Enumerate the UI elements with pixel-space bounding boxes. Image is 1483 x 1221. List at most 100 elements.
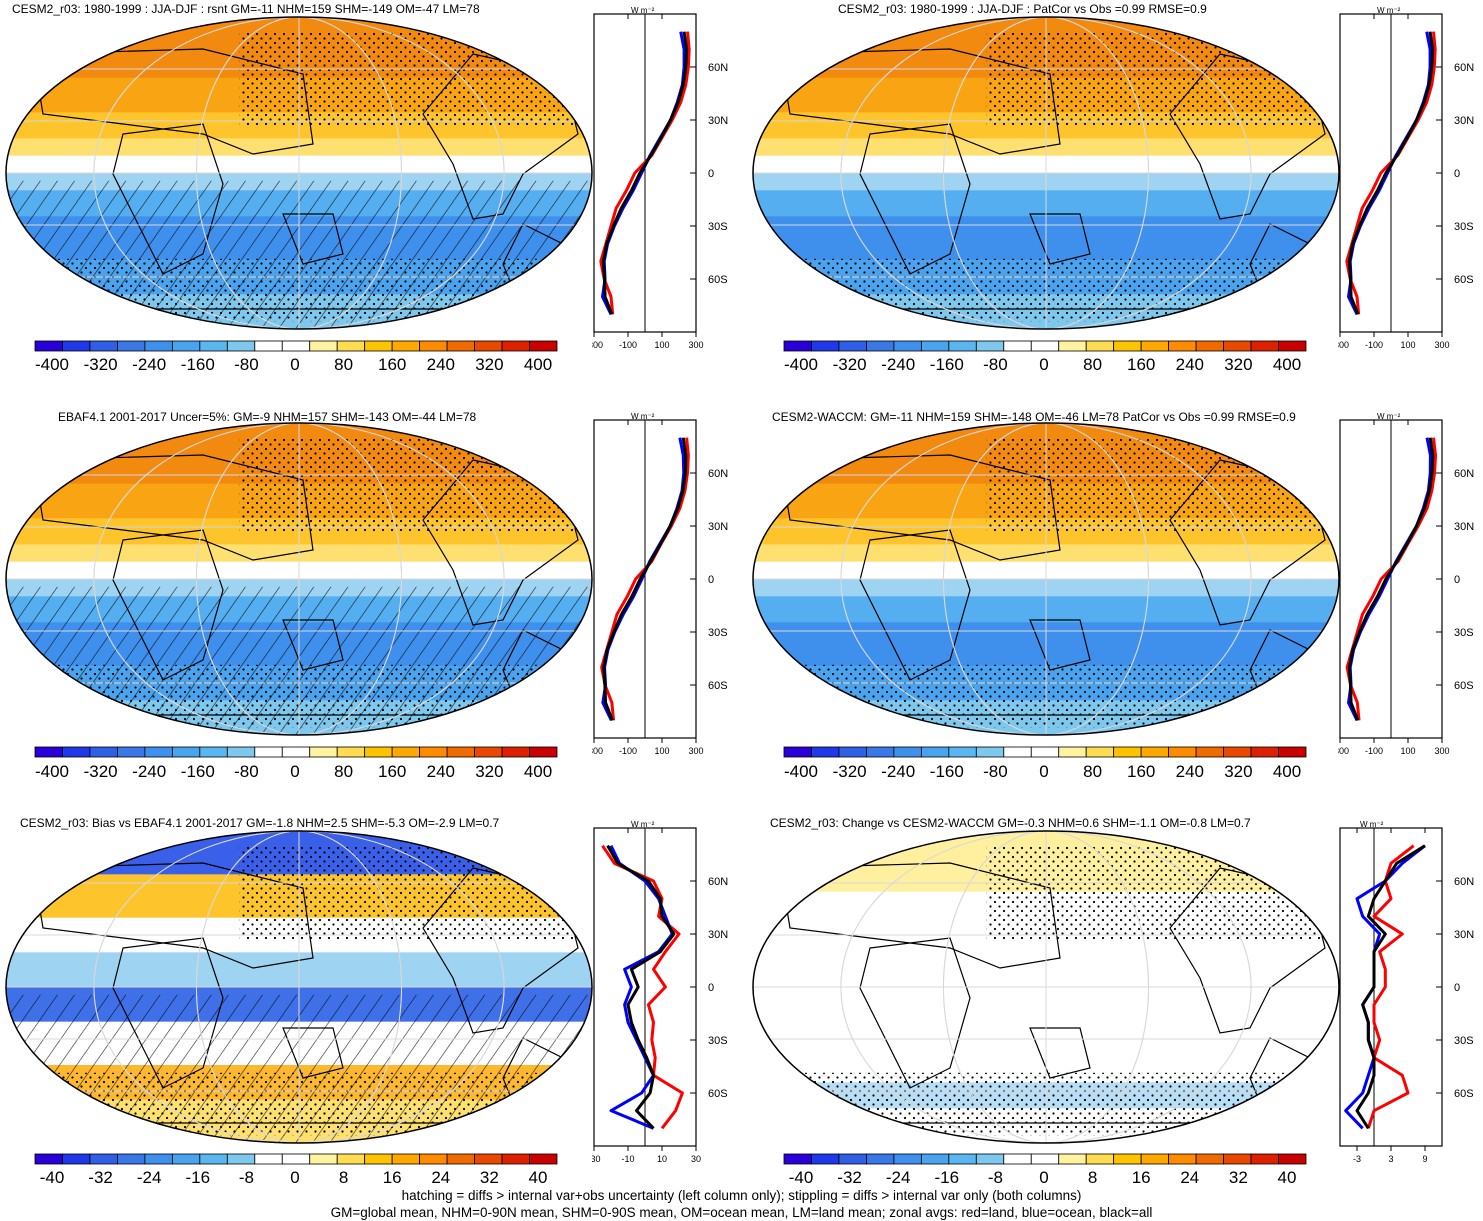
colorbar-swatch	[1223, 1153, 1252, 1165]
colorbar-swatch	[948, 1153, 977, 1165]
zonal-unit-label: W m⁻²	[631, 820, 655, 829]
zonal-ytick-label: 60N	[1454, 468, 1474, 480]
colorbar-swatch	[920, 340, 950, 352]
colorbar-swatch	[783, 746, 812, 758]
zonal-series-ocean	[601, 31, 686, 315]
colorbar-swatch	[89, 340, 118, 352]
meridian-line	[840, 17, 1252, 329]
colorbar-swatch	[501, 746, 530, 758]
colorbar-tick-label: -32	[837, 1168, 862, 1187]
zonal-xtick-label: -100	[619, 340, 637, 350]
colorbar-swatch	[199, 340, 228, 352]
colorbar-swatch	[1085, 746, 1115, 758]
zonal-ytick-label: 60S	[1454, 680, 1474, 692]
continent-outline	[779, 48, 1061, 155]
zonal-unit-label: W m⁻²	[1360, 820, 1384, 829]
colorbar-swatch	[529, 1153, 558, 1165]
colorbar-swatch	[89, 1153, 118, 1165]
colorbar-tick-label: 400	[1272, 355, 1302, 374]
zonal-ytick-label: 30N	[1454, 115, 1474, 127]
colorbar-tick-label: -16	[934, 1168, 960, 1187]
colorbar-swatch	[62, 746, 91, 758]
map-border	[752, 16, 1340, 330]
colorbar-swatch	[281, 746, 311, 758]
zonal-ytick-label: 60S	[708, 1088, 728, 1100]
zonal-xtick-label: -300	[592, 340, 603, 350]
colorbar-swatch	[975, 746, 1005, 758]
colorbar	[783, 340, 1307, 352]
zonal-xtick-label: 300	[688, 340, 703, 350]
meridian-line	[93, 423, 505, 735]
colorbar-swatch	[62, 1153, 91, 1165]
colorbar-tick-label: 240	[1175, 762, 1204, 781]
colorbar-swatch	[309, 340, 338, 352]
colorbar-tick-label: -40	[788, 1168, 814, 1187]
zonal-unit-label: W m⁻²	[631, 412, 655, 421]
colorbar-tick-label: 8	[1087, 1168, 1098, 1187]
colorbar-tick-label: 0	[1039, 762, 1049, 781]
colorbar-tick-label: 0	[1039, 1168, 1049, 1187]
colorbar-swatch	[838, 1153, 867, 1165]
zonal-series-all	[1347, 437, 1435, 721]
colorbar-tick-label: -320	[832, 355, 867, 374]
zonal-xtick-label: 10	[657, 1154, 667, 1164]
colorbar-tick-label: 0	[290, 1168, 300, 1187]
colorbar-swatch	[866, 746, 895, 758]
colorbar-swatch	[866, 1153, 895, 1165]
colorbar-swatch	[1140, 340, 1170, 352]
colorbar-swatch	[501, 340, 530, 352]
colorbar-swatch	[893, 1153, 922, 1165]
zonal-xtick-label: 3	[1388, 1154, 1393, 1164]
zonal-xtick-label: 100	[654, 746, 669, 756]
colorbar-swatch	[364, 1153, 393, 1165]
colorbar-swatch	[446, 1153, 475, 1165]
colorbar-swatch	[117, 746, 146, 758]
colorbar-swatch	[975, 1153, 1005, 1165]
zonal-ytick-label: 30N	[708, 115, 728, 127]
colorbar-tick-label: -160	[929, 762, 964, 781]
colorbar-tick-label: -400	[34, 355, 70, 374]
panel-title: EBAF4.1 2001-2017 Uncer=5%: GM=-9 NHM=15…	[58, 410, 477, 424]
zonal-series-land	[1345, 31, 1437, 315]
colorbar-swatch	[1223, 340, 1252, 352]
zonal-xtick-label: 30	[691, 1154, 701, 1164]
colorbar-tick-label: -8	[987, 1168, 1003, 1187]
colorbar-tick-label: 24	[431, 1168, 451, 1187]
zonal-xtick-label: -100	[619, 746, 637, 756]
colorbar-swatch	[419, 340, 448, 352]
map-border	[5, 16, 593, 330]
stippling-overlay	[986, 846, 1339, 941]
colorbar-tick-label: -24	[136, 1168, 162, 1187]
colorbar-tick-label: 320	[475, 355, 504, 374]
colorbar-tick-label: 40	[1277, 1168, 1297, 1187]
zonal-series-all	[602, 437, 688, 721]
colorbar-tick-label: -240	[881, 355, 916, 374]
meridian-line	[840, 831, 1252, 1143]
colorbar-tick-label: -40	[39, 1168, 65, 1187]
meridian-line	[93, 831, 505, 1143]
colorbar-swatch	[866, 340, 895, 352]
meridian-line	[195, 423, 403, 735]
colorbar	[34, 1153, 558, 1165]
colorbar-swatch	[144, 746, 173, 758]
colorbar-tick-label: 160	[378, 355, 407, 374]
colorbar-tick-label: -8	[238, 1168, 254, 1187]
meridian-line	[195, 831, 403, 1143]
footer-line-1: hatching = diffs > internal var+obs unce…	[401, 1188, 1082, 1203]
world-map	[752, 422, 1340, 736]
colorbar-swatch	[1140, 1153, 1170, 1165]
zonal-ytick-label: 30S	[708, 1035, 728, 1047]
colorbar-swatch	[1168, 746, 1197, 758]
colorbar-tick-label: 80	[334, 762, 354, 781]
colorbar-swatch	[391, 1153, 421, 1165]
colorbar-tick-label: -320	[832, 762, 867, 781]
colorbar-swatch	[1113, 340, 1142, 352]
colorbar-swatch	[1278, 746, 1307, 758]
colorbar-tick-label: 160	[1127, 762, 1156, 781]
colorbar-swatch	[199, 746, 228, 758]
colorbar-tick-label: 32	[479, 1168, 499, 1187]
zonal-mean-plot: W m⁻² -300 -100 100 300 60N 30N 0 30S 60S	[1338, 412, 1474, 756]
panel-title: CESM2-WACCM: GM=-11 NHM=159 SHM=-148 OM=…	[772, 410, 1296, 424]
zonal-xtick-label: 300	[1434, 340, 1449, 350]
colorbar-swatch	[117, 1153, 146, 1165]
